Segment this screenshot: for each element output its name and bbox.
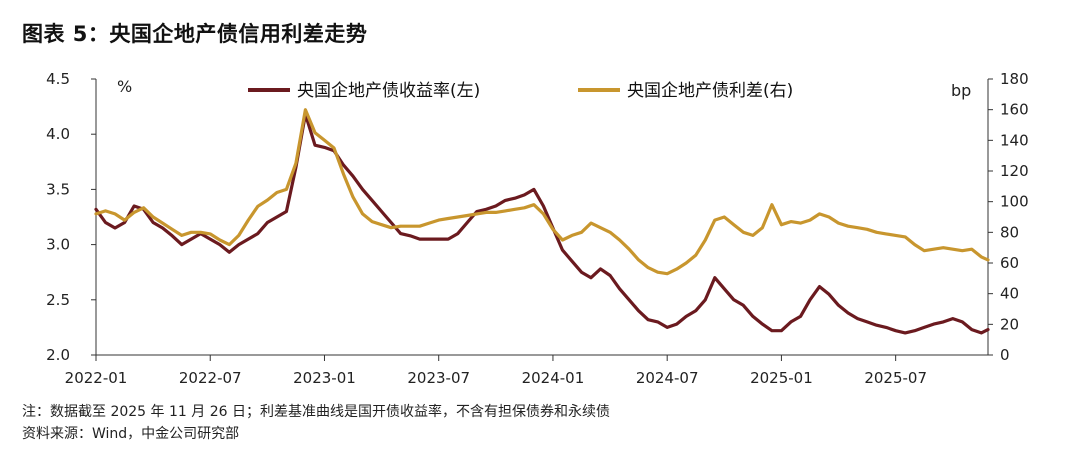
x-tick-label: 2023-01 [293,369,356,387]
left-tick-label: 4.0 [46,125,70,143]
legend-label-yield: 央国企地产债收益率(左) [297,81,480,101]
x-tick-label: 2025-07 [864,369,927,387]
left-axis-unit: % [117,77,132,96]
series-line-spread [94,108,990,276]
source-note: 资料来源：Wind，中金公司研究部 [22,426,240,442]
right-tick-label: 180 [1000,70,1029,88]
x-tick-label: 2024-07 [636,369,699,387]
chart: 2.0 2.5 3.0 3.5 4.0 4.5 0 20 40 60 80 100 120 140 160 1… [46,70,1029,387]
x-tick-label: 2025-01 [750,369,813,387]
chart-series [94,108,990,335]
x-tick-label: 2024-01 [522,369,585,387]
footnote: 注：数据截至 2025 年 11 月 26 日；利差基准曲线是国开债收益率，不含… [22,404,610,420]
left-tick-label: 3.5 [46,180,70,198]
right-axis-unit: bp [951,81,971,100]
left-tick-label: 3.0 [46,236,70,254]
x-tick-label: 2022-07 [179,369,242,387]
right-tick-label: 140 [1000,131,1029,149]
right-tick-label: 100 [1000,193,1029,211]
chart-title: 图表 5：央国企地产债信用利差走势 [22,22,368,46]
left-tick-label: 2.5 [46,291,70,309]
right-tick-label: 120 [1000,162,1029,180]
right-tick-label: 0 [1000,346,1010,364]
chart-axes: 2.0 2.5 3.0 3.5 4.0 4.5 0 20 40 60 80 100 120 140 160 1… [46,70,1029,387]
right-tick-label: 80 [1000,223,1019,241]
x-tick-label: 2022-01 [65,369,128,387]
left-tick-label: 4.5 [46,70,70,88]
right-tick-label: 40 [1000,285,1019,303]
legend-label-spread: 央国企地产债利差(右) [627,81,793,101]
right-tick-label: 60 [1000,254,1019,272]
left-tick-label: 2.0 [46,346,70,364]
right-tick-label: 20 [1000,315,1019,333]
chart-notes: 注：数据截至 2025 年 11 月 26 日；利差基准曲线是国开债收益率，不含… [22,401,610,445]
series-line-yield [94,112,990,335]
right-tick-label: 160 [1000,101,1029,119]
chart-legend: 央国企地产债收益率(左) 央国企地产债利差(右) [248,81,793,101]
x-tick-label: 2023-07 [407,369,470,387]
